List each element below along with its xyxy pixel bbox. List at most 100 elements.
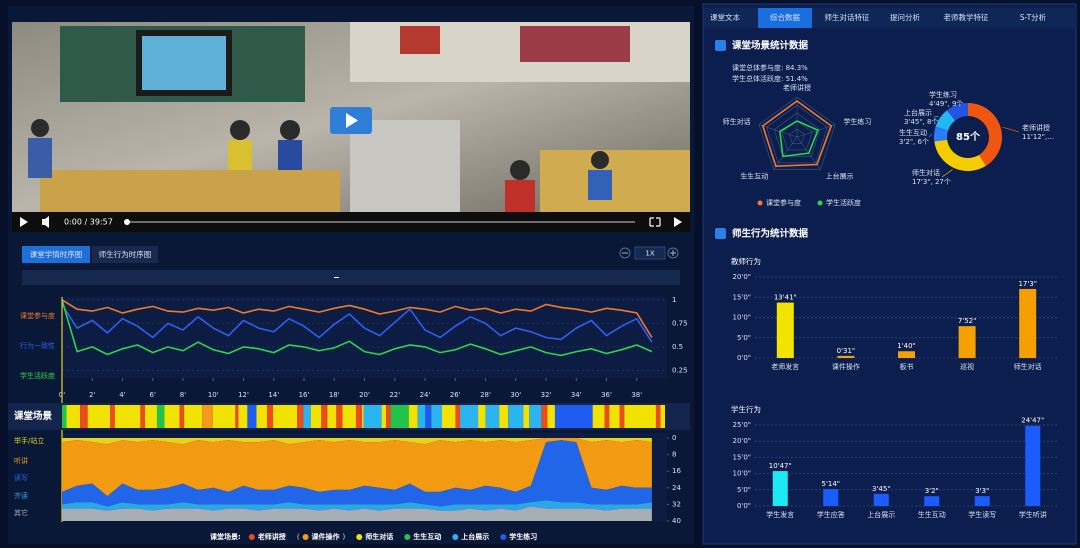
legend-label: 课件操作	[312, 532, 340, 541]
legend-swatch	[817, 200, 823, 206]
video-time: 0:00 / 39:57	[64, 218, 113, 227]
x-tick-label: 6'	[150, 391, 156, 399]
student	[591, 151, 609, 169]
scene-segment	[619, 405, 625, 428]
donut-slice	[934, 126, 949, 142]
tab[interactable]	[92, 246, 158, 263]
scene-segment	[66, 405, 81, 428]
progress-bar[interactable]	[125, 221, 635, 223]
scene-segment	[529, 405, 542, 428]
scene-segment	[247, 405, 257, 428]
y-tick-label: 0	[672, 434, 676, 442]
scene-segment	[604, 405, 610, 428]
y-tick-label: 0.75	[672, 319, 688, 327]
donut-slice	[947, 103, 968, 121]
section-icon	[715, 40, 726, 51]
tab-label[interactable]: 师生对话特征	[825, 12, 870, 22]
x-tick-label: 38'	[631, 391, 642, 399]
desks	[40, 170, 340, 212]
bar	[776, 302, 794, 358]
speed-up[interactable]	[667, 247, 679, 259]
y-tick-label: 0'0"	[737, 502, 751, 510]
speed-box[interactable]	[634, 246, 666, 260]
x-tick-label: 10'	[208, 391, 219, 399]
legend-swatch	[404, 534, 411, 540]
chart-title: 教师行为	[731, 256, 761, 266]
x-tick-label: 12'	[238, 391, 249, 399]
tab-label[interactable]: 综合数据	[770, 12, 800, 22]
value-label: 3'3"	[975, 487, 989, 495]
tab-label[interactable]: 提问分析	[890, 12, 920, 22]
slice-label: 生生互动	[899, 128, 927, 137]
legend-label: 生生互动	[413, 532, 441, 541]
x-tick-label: 14'	[268, 391, 279, 399]
fullscreen-control[interactable]	[649, 217, 661, 227]
tab-label[interactable]: S-T分析	[1020, 12, 1047, 22]
video-player[interactable]: 0:00 / 39:57	[12, 22, 690, 232]
y-tick-label: 20'0"	[732, 437, 751, 445]
radar-ring	[758, 96, 836, 170]
speed-down[interactable]	[619, 247, 631, 259]
student	[280, 120, 300, 140]
x-tick-label: 生生互动	[918, 510, 946, 519]
leader-line	[933, 116, 939, 118]
x-tick-label: 4'	[119, 391, 125, 399]
scene-segment	[140, 405, 145, 428]
tab-active[interactable]	[758, 8, 812, 28]
donut-hole	[949, 118, 987, 156]
slice-label: 学生练习	[929, 90, 957, 99]
tab-label[interactable]: 师生行为时序图	[99, 249, 152, 259]
scene-segment	[144, 405, 157, 428]
tab-active[interactable]	[22, 246, 90, 263]
scene-segment	[425, 405, 432, 428]
bar	[1025, 425, 1041, 506]
legend-label: 学生练习	[509, 532, 537, 541]
scene-segment	[164, 405, 180, 428]
legend-label: 行为一致性	[20, 341, 55, 350]
radar-series	[761, 100, 833, 167]
x-tick-label: 16'	[299, 391, 310, 399]
collapse-bar[interactable]	[22, 270, 680, 285]
student	[588, 170, 612, 200]
donut-center: 85个	[956, 130, 981, 143]
play-control[interactable]	[20, 217, 28, 227]
x-tick-label: 34'	[571, 391, 582, 399]
slice-label: 老师讲授	[1022, 123, 1050, 132]
x-tick-label: 20'	[359, 391, 370, 399]
radar-series	[779, 120, 819, 158]
radar-axis	[773, 136, 798, 170]
x-tick-label: 学生听讲	[1019, 510, 1047, 519]
x-tick-label: 学生读写	[968, 510, 996, 519]
scene-segment	[321, 405, 328, 428]
scene-segment	[390, 405, 409, 428]
y-tick-label: 15'0"	[732, 293, 751, 301]
scene-segment	[455, 405, 460, 428]
y-tick-label: 0.5	[672, 343, 683, 351]
tab-label[interactable]: 课堂文本	[710, 12, 740, 22]
progress-knob[interactable]	[124, 219, 130, 225]
student	[228, 140, 252, 170]
scene-segment	[655, 405, 661, 428]
legend-swatch	[302, 534, 309, 540]
scene-segment	[478, 405, 486, 428]
leader-line	[928, 133, 933, 138]
legend-title: 课堂场景:	[210, 532, 241, 541]
y-tick-label: 25'0"	[732, 421, 751, 429]
series-line	[61, 304, 653, 343]
tab-label[interactable]: 课堂学情时序图	[30, 249, 83, 259]
y-tick-label: 8	[672, 451, 676, 459]
bar	[974, 496, 990, 506]
bar	[924, 496, 940, 506]
donut-slice	[934, 139, 986, 172]
tab-label[interactable]: 老师教学特征	[944, 12, 989, 22]
scene-segment	[238, 405, 248, 428]
slice-label: 师生对话	[912, 168, 940, 177]
bar	[873, 493, 889, 506]
scene-segment	[184, 405, 203, 428]
scene-segment	[381, 405, 387, 428]
scene-segment	[417, 405, 426, 428]
x-tick-label: 板书	[900, 362, 914, 371]
next-control[interactable]	[674, 217, 682, 227]
speed-label: 1X	[645, 250, 654, 258]
volume-control[interactable]	[42, 216, 49, 228]
